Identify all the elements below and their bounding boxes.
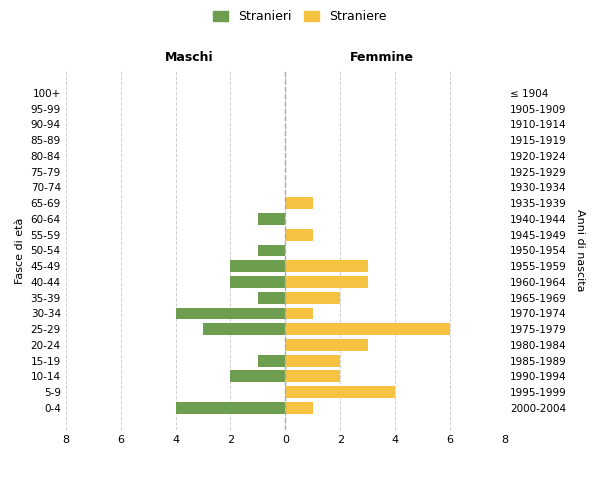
Bar xyxy=(230,370,286,382)
Bar xyxy=(286,386,395,398)
Bar xyxy=(286,198,313,209)
Bar xyxy=(176,308,286,320)
Bar xyxy=(286,276,368,288)
Bar xyxy=(286,229,313,240)
Legend: Stranieri, Straniere: Stranieri, Straniere xyxy=(209,6,391,26)
Bar xyxy=(286,354,340,366)
Bar xyxy=(258,244,286,256)
Y-axis label: Anni di nascita: Anni di nascita xyxy=(575,209,585,292)
Bar xyxy=(286,308,313,320)
Bar xyxy=(286,292,340,304)
Text: Maschi: Maschi xyxy=(164,50,213,64)
Bar xyxy=(286,339,368,351)
Bar xyxy=(230,260,286,272)
Bar xyxy=(286,324,450,335)
Bar xyxy=(286,370,340,382)
Bar xyxy=(286,402,313,414)
Bar xyxy=(258,213,286,225)
Bar xyxy=(258,292,286,304)
Bar xyxy=(203,324,286,335)
Text: Femmine: Femmine xyxy=(350,50,414,64)
Bar xyxy=(286,260,368,272)
Bar xyxy=(258,354,286,366)
Y-axis label: Fasce di età: Fasce di età xyxy=(15,217,25,284)
Bar xyxy=(230,276,286,288)
Bar xyxy=(176,402,286,414)
